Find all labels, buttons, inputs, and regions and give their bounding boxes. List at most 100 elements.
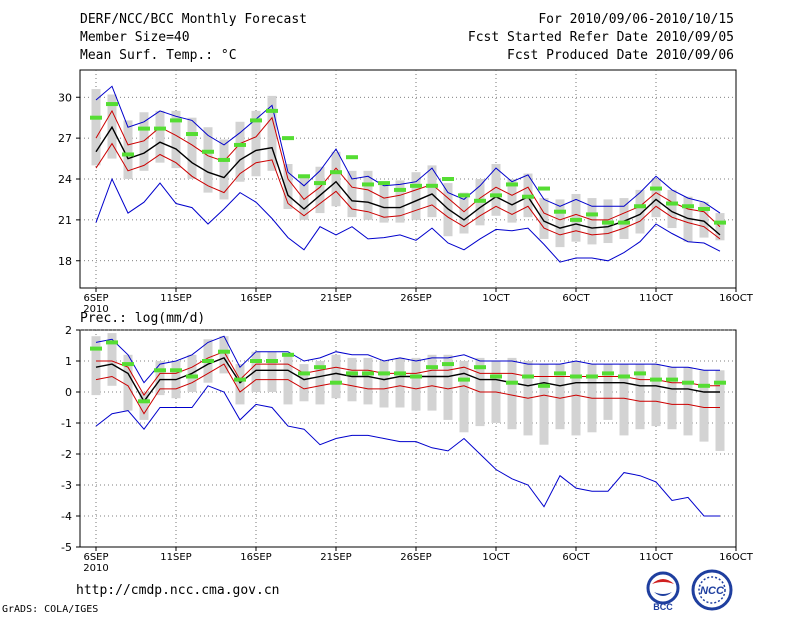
observed-marker [138,399,150,404]
ensemble-box [251,351,261,392]
observed-marker [170,118,182,123]
observed-marker [458,377,470,382]
x-tick-label: 16SEP [240,293,271,304]
observed-marker [522,194,534,199]
ensemble-box [587,198,597,245]
observed-marker [618,374,630,379]
x-tick-label: 1OCT [482,552,510,563]
observed-marker [394,187,406,192]
forecast-started-date: Fcst Started Refer Date 2010/09/05 [467,30,734,45]
observed-marker [218,349,230,354]
ensemble-box [539,364,549,445]
x-tick-label: 21SEP [320,293,351,304]
observed-marker [106,340,118,345]
observed-marker [602,371,614,376]
observed-marker [666,377,678,382]
observed-marker [554,209,566,214]
ensemble-box [331,151,341,207]
series-mean-line [95,125,721,236]
observed-marker [714,220,726,225]
ensemble-box [411,357,421,411]
observed-marker [186,374,198,379]
ensemble-box [187,117,197,179]
ensemble-box [571,193,581,242]
ensemble-box [619,198,629,239]
variable-label: Mean Surf. Temp.: °C [80,48,237,63]
observed-marker [682,204,694,209]
observed-marker [410,374,422,379]
ensemble-box [347,170,357,218]
observed-marker [314,181,326,186]
observed-marker [698,383,710,388]
ensemble-box [427,354,437,411]
x-tick-label: 1OCT [482,293,510,304]
observed-marker [314,365,326,370]
y-tick-label: 1 [65,355,72,368]
bcc-logo-text: BCC [653,602,673,612]
chart-title: DERF/NCC/BCC Monthly Forecast [80,12,307,27]
observed-marker [714,380,726,385]
y-tick-label: 27 [58,132,72,145]
ensemble-box [363,357,373,405]
y-tick-label: 0 [65,386,72,399]
x-tick-label: 11OCT [639,293,674,304]
x-tick-label: 11OCT [639,552,674,563]
x-tick-label: 16OCT [719,293,754,304]
ensemble-box [155,110,165,163]
ensemble-box [235,121,245,182]
observed-marker [202,149,214,154]
ensemble-box [667,367,677,430]
observed-marker [378,181,390,186]
ensemble-box [235,364,245,405]
observed-marker [426,365,438,370]
ensemble-box [715,370,725,451]
observed-marker [218,157,230,162]
observed-marker [618,220,630,225]
ensemble-box [315,361,325,405]
y-tick-label: -4 [61,510,72,523]
ensemble-box [635,189,645,234]
ensemble-box [91,89,101,166]
y-tick-label: -2 [61,448,72,461]
ensemble-box [603,364,613,420]
ensemble-box [91,336,101,396]
ensemble-box [219,139,229,200]
observed-marker [266,359,278,363]
y-tick-label: 18 [58,255,72,268]
observed-marker [170,368,182,373]
ensemble-box [539,198,549,239]
ensemble-box [651,364,661,427]
observed-marker [362,371,374,376]
ensemble-box [651,179,661,218]
observed-marker [442,177,454,181]
observed-marker [122,362,134,367]
ensemble-box [123,354,133,411]
y-tick-label: 24 [58,173,72,186]
series-mean-line [95,357,720,403]
ensemble-box [219,336,229,374]
y-tick-label: 30 [58,91,72,104]
series-p25-line [95,363,720,415]
observed-marker [250,118,262,123]
observed-marker [330,170,342,175]
grads-credit: GrADS: COLA/IGES [2,604,99,615]
x-tick-label: 16OCT [719,552,754,563]
series-p75-line [96,351,720,397]
x-tick-year: 2010 [83,563,108,574]
observed-marker [410,183,422,188]
ensemble-box [267,351,277,392]
observed-marker [346,155,358,160]
x-tick-label: 16SEP [240,552,271,563]
source-url[interactable]: http://cmdp.ncc.cma.gov.cn [76,583,280,598]
ensemble-box [555,364,565,430]
forecast-produced-date: Fcst Produced Date 2010/09/06 [507,48,734,63]
observed-marker [586,212,598,217]
observed-marker [266,108,278,113]
y-tick-label: -3 [61,479,72,492]
ensemble-box [411,172,421,220]
observed-marker [186,132,198,137]
ensemble-box [139,112,149,171]
ensemble-box [315,166,325,214]
